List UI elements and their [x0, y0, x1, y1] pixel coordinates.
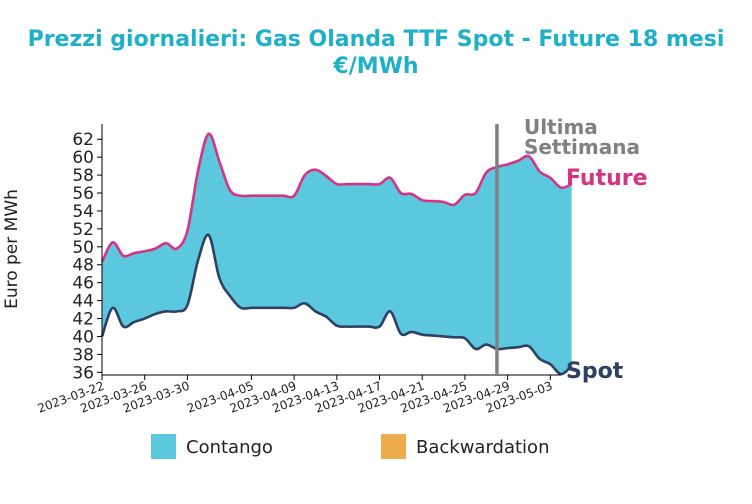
y-tick-label: 50 [72, 238, 94, 258]
marker-label-line1: Ultima [524, 115, 598, 139]
legend-swatch-backwardation [381, 434, 406, 459]
spot-end-label: Spot [566, 359, 624, 384]
chart-title-line2: €/MWh [332, 54, 418, 79]
y-tick-label: 52 [72, 220, 94, 240]
legend-swatch-contango [151, 434, 176, 459]
y-tick-label: 46 [72, 274, 94, 294]
y-tick-label: 42 [72, 310, 94, 330]
y-tick-label: 40 [72, 327, 94, 347]
spot-line [100, 233, 573, 376]
legend-label-contango: Contango [186, 437, 273, 458]
legend-label-backwardation: Backwardation [416, 437, 549, 458]
y-tick-label: 62 [72, 130, 94, 150]
y-tick-label: 48 [72, 256, 94, 276]
y-tick-label: 36 [72, 363, 94, 383]
series-end-labels: Future Spot [566, 166, 648, 384]
future-end-label: Future [566, 166, 648, 191]
chart-title-line1: Prezzi giornalieri: Gas Olanda TTF Spot … [28, 27, 725, 52]
y-tick-label: 56 [72, 184, 94, 204]
y-tick-label: 58 [72, 166, 94, 186]
series-lines [100, 132, 573, 376]
y-tick-label: 38 [72, 345, 94, 365]
legend: Contango Backwardation [151, 434, 549, 459]
area-layer [102, 133, 572, 375]
future-line [100, 132, 573, 263]
contango-area [102, 133, 572, 375]
x-axis: 2023-03-222023-03-262023-03-302023-04-05… [36, 374, 561, 416]
y-tick-label: 54 [72, 202, 94, 222]
y-tick-label: 44 [72, 292, 94, 312]
y-axis-label: Euro per MWh [2, 189, 22, 309]
marker-label-line2: Settimana [524, 135, 640, 159]
y-tick-label: 60 [72, 148, 94, 168]
